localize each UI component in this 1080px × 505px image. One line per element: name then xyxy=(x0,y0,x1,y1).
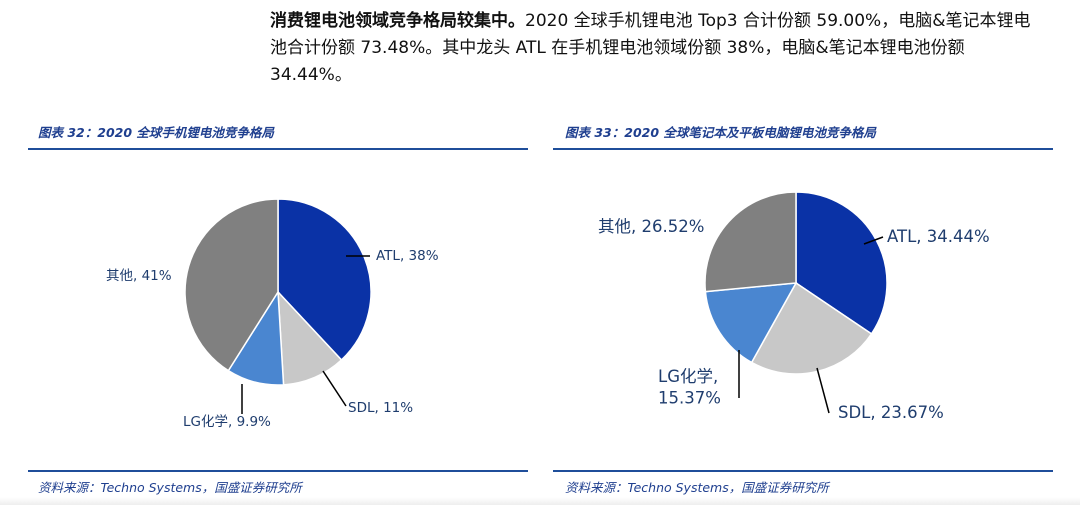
data-label-atl: ATL, 38% xyxy=(376,248,439,264)
pie-slice-other xyxy=(184,198,279,372)
pie-slice-sdl xyxy=(750,281,873,375)
leader-line-sdl xyxy=(322,370,347,407)
chart-2-title: 图表 33：2020 全球笔记本及平板电脑锂电池竞争格局 xyxy=(565,125,876,140)
chart-1-top-rule xyxy=(28,148,528,150)
data-label-other: 其他, 26.52% xyxy=(598,217,704,236)
leader-line-sdl xyxy=(816,367,830,414)
chart-2-top-rule xyxy=(553,148,1053,150)
intro-lead: 消费锂电池领域竞争格局较集中。 xyxy=(270,11,525,31)
data-label-lg: LG化学, 9.9% xyxy=(183,414,271,430)
data-label-sdl: SDL, 23.67% xyxy=(838,403,944,422)
chart-1-title: 图表 32：2020 全球手机锂电池竞争格局 xyxy=(38,125,274,140)
chart-2-pie: ATL, 34.44% SDL, 23.67% LG化学, 15.37% 其他, 26.… xyxy=(598,191,990,422)
page-bottom-shadow xyxy=(0,497,1080,505)
pie-slice-atl xyxy=(277,198,372,362)
pie-slice-other xyxy=(704,191,797,293)
intro-body: 2020 全球手机锂电池 Top3 合计份额 59.00%，电脑&笔记本锂电池合… xyxy=(270,11,1031,85)
chart-1-source: 资料来源：Techno Systems，国盛证券研究所 xyxy=(38,480,302,495)
data-label-sdl: SDL, 11% xyxy=(348,400,413,416)
intro-paragraph: 消费锂电池领域竞争格局较集中。2020 全球手机锂电池 Top3 合计份额 59… xyxy=(270,8,1045,89)
pie-slice-atl xyxy=(795,191,888,335)
chart-1-pie: ATL, 38% SDL, 11% LG化学, 9.9% 其他, 41% xyxy=(106,198,439,430)
data-label-lg: LG化学, 15.37% xyxy=(658,367,721,407)
chart-1-bottom-rule xyxy=(28,470,528,472)
chart-2-source: 资料来源：Techno Systems，国盛证券研究所 xyxy=(565,480,829,495)
chart-2-bottom-rule xyxy=(553,470,1053,472)
data-label-other: 其他, 41% xyxy=(106,268,172,284)
leader-line-atl xyxy=(863,236,884,245)
pie-slice-sdl xyxy=(277,289,343,386)
data-label-atl: ATL, 34.44% xyxy=(887,227,990,246)
pie-slice-lg xyxy=(704,282,798,364)
